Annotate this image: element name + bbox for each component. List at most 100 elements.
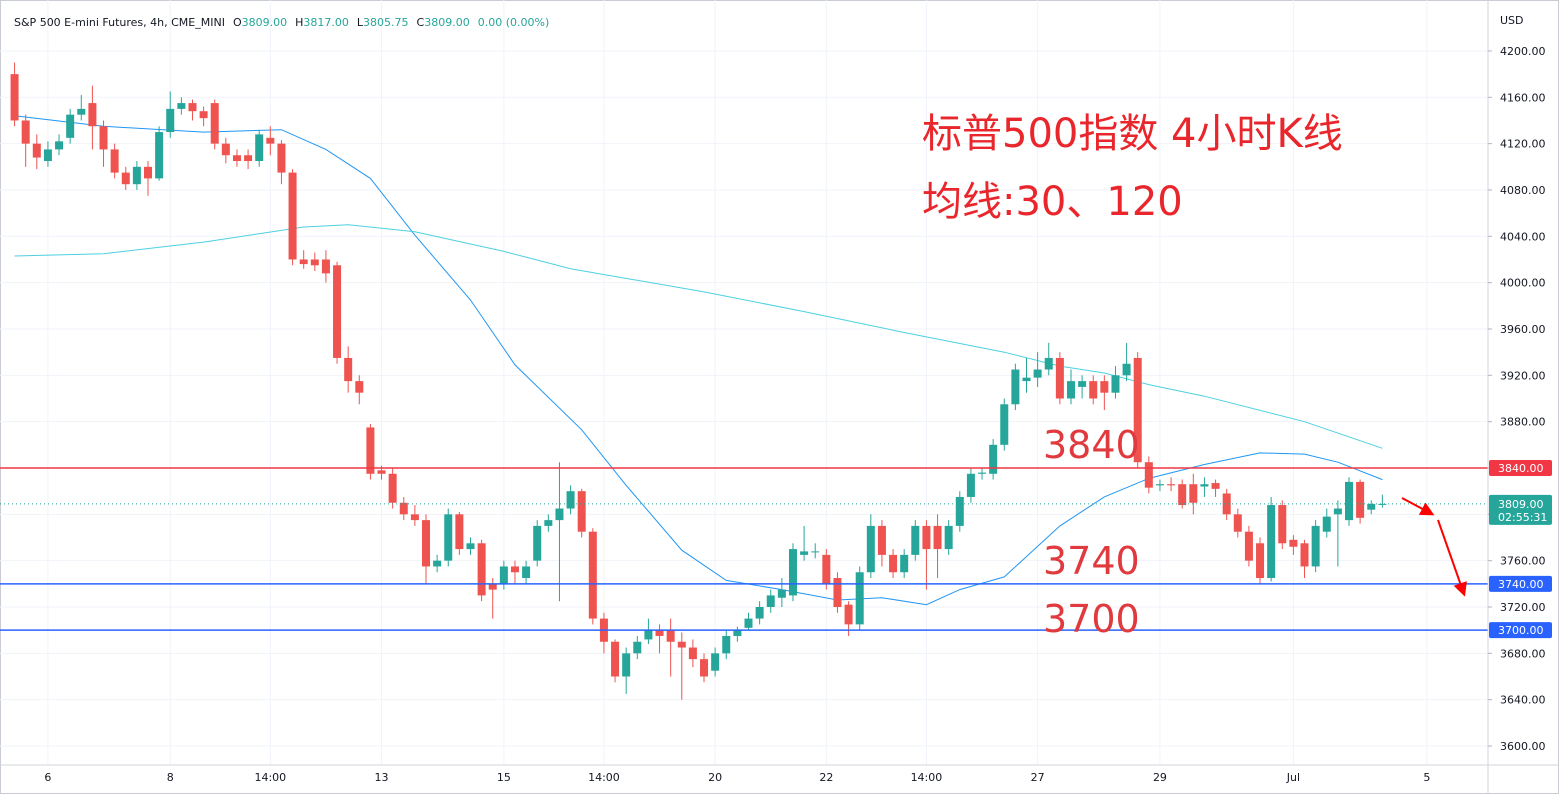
annotation-title: 标普500指数 4小时K线 xyxy=(922,111,1343,157)
candle-body xyxy=(633,641,642,654)
candle-body xyxy=(1289,539,1298,547)
y-tick-label: 3960.00 xyxy=(1500,323,1546,336)
candle-body xyxy=(544,520,553,526)
candle-body xyxy=(1222,493,1231,515)
candle-body xyxy=(711,653,720,671)
x-tick-label: Jul xyxy=(1286,771,1300,784)
candle-body xyxy=(722,635,731,654)
price-tag xyxy=(1489,575,1552,592)
candle-body xyxy=(1211,483,1220,489)
candle-body xyxy=(622,653,631,677)
candle-body xyxy=(877,525,886,555)
price-tag-label: 3840.00 xyxy=(1498,462,1544,475)
price-tag xyxy=(1489,459,1552,476)
ohlc-key: C xyxy=(417,16,425,29)
candle-body xyxy=(688,647,697,660)
level-annotation: 3740 xyxy=(1043,539,1140,583)
price-tag-label: 3700.00 xyxy=(1498,624,1544,637)
candle-body xyxy=(788,549,797,596)
candle-body xyxy=(1133,357,1142,463)
candle-body xyxy=(132,166,141,185)
candle-body xyxy=(99,126,108,150)
candle-body xyxy=(1155,484,1164,486)
candle-body xyxy=(955,496,964,526)
candle-body xyxy=(321,259,330,274)
ohlc-value: 3805.75 xyxy=(363,16,409,29)
candle-body xyxy=(21,120,30,144)
candle-body xyxy=(555,508,564,521)
candle-body xyxy=(822,554,831,584)
candle-body xyxy=(455,514,464,550)
candle-body xyxy=(1200,484,1209,487)
candle-body xyxy=(744,618,753,628)
candle-body xyxy=(1311,525,1320,567)
candle-body xyxy=(588,531,597,619)
x-tick-label: 13 xyxy=(375,771,389,784)
candle-body xyxy=(566,491,575,509)
candle-body xyxy=(1100,381,1109,393)
candle-body xyxy=(144,166,153,179)
x-tick-label: 22 xyxy=(819,771,833,784)
candle-body xyxy=(177,103,186,109)
candle-body xyxy=(310,259,319,266)
candle-body xyxy=(700,659,709,677)
header: S&P 500 E-mini Futures, 4h, CME_MINI O380… xyxy=(14,16,549,29)
change: 0.00 (0.00%) xyxy=(478,16,550,29)
y-tick-label: 3880.00 xyxy=(1500,416,1546,429)
candle-body xyxy=(1267,505,1276,579)
y-tick-label: 4120.00 xyxy=(1500,138,1546,151)
ohlc-value: 3809.00 xyxy=(424,16,470,29)
candle-body xyxy=(1011,369,1020,405)
candle-body xyxy=(844,604,853,625)
annotation-title: 均线:30、120 xyxy=(922,179,1183,225)
candle-body xyxy=(533,525,542,561)
candle-body xyxy=(1322,516,1331,532)
ohlc-key: H xyxy=(295,16,303,29)
moving-average xyxy=(14,224,1383,449)
candle-body xyxy=(811,551,820,553)
candle-body xyxy=(66,114,75,138)
candle-body xyxy=(611,641,620,677)
candle-body xyxy=(344,357,353,382)
candle-body xyxy=(55,141,64,150)
candle-body xyxy=(1178,484,1187,506)
candle-body xyxy=(255,134,264,162)
candle-body xyxy=(1122,363,1131,376)
candle-body xyxy=(88,103,97,127)
last-price-tag xyxy=(1489,494,1552,525)
candle-body xyxy=(399,502,408,515)
candle-body xyxy=(1078,381,1087,387)
level-annotation: 3700 xyxy=(1043,597,1140,641)
candle-body xyxy=(288,172,297,260)
y-tick-label: 4000.00 xyxy=(1500,277,1546,290)
x-tick-label: 6 xyxy=(44,771,51,784)
candle-body xyxy=(1167,484,1176,486)
candle-body xyxy=(677,641,686,648)
candle-body xyxy=(644,630,653,640)
candle-body xyxy=(422,520,431,567)
candle-body xyxy=(1300,543,1309,567)
candle-body xyxy=(110,149,119,173)
y-tick-label: 3760.00 xyxy=(1500,555,1546,568)
candle-body xyxy=(1333,508,1342,515)
candle-body xyxy=(866,525,875,573)
candle-body xyxy=(244,155,253,162)
candle-body xyxy=(377,470,386,474)
y-tick-label: 3920.00 xyxy=(1500,369,1546,382)
x-tick-label: 29 xyxy=(1153,771,1167,784)
candle-body xyxy=(10,74,19,121)
ohlc-key: O xyxy=(233,16,242,29)
y-tick-label: 3680.00 xyxy=(1500,647,1546,660)
candle-body xyxy=(277,143,286,173)
y-tick-label: 3600.00 xyxy=(1500,740,1546,753)
candle-body xyxy=(889,554,898,573)
candle-body xyxy=(522,566,531,579)
ohlc-key: L xyxy=(357,16,364,29)
candle-body xyxy=(777,589,786,598)
candle-body xyxy=(488,583,497,590)
candle-body xyxy=(299,259,308,265)
candle-body xyxy=(121,172,130,185)
y-tick-label: 4080.00 xyxy=(1500,184,1546,197)
candle-body xyxy=(855,572,864,625)
